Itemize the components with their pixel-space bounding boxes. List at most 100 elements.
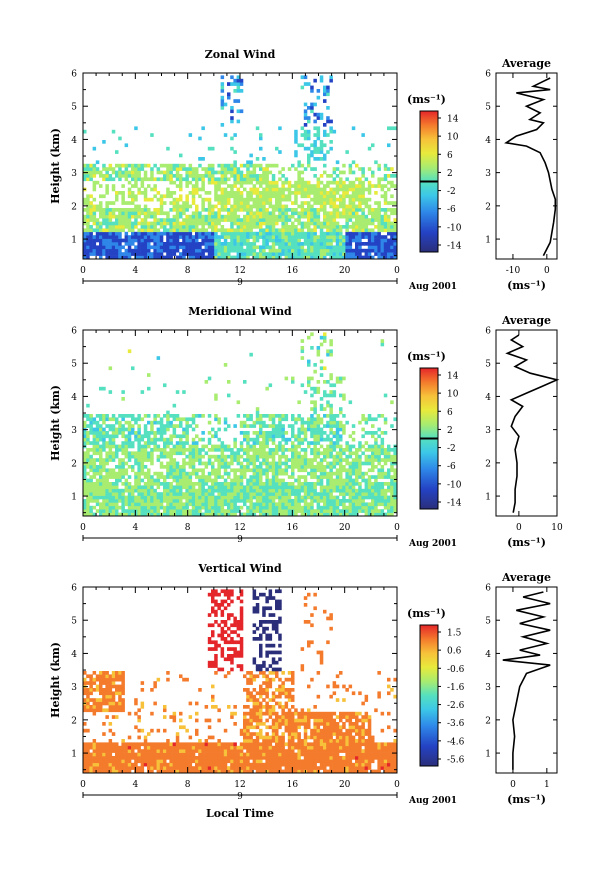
heatmap-cell (262, 197, 266, 202)
heatmap-cell (198, 437, 202, 442)
heatmap-cell (198, 194, 202, 199)
heatmap-cell (383, 218, 388, 222)
heatmap-cell (249, 499, 253, 503)
heatmap-cell (335, 231, 340, 236)
heatmap-cell (393, 238, 397, 243)
heatmap-cell (313, 102, 317, 107)
heatmap-cell (249, 505, 253, 510)
heatmap-cell (204, 221, 209, 226)
heatmap-cell (150, 187, 154, 192)
heatmap-cell (134, 461, 138, 466)
heatmap-cell (383, 238, 388, 243)
heatmap-cell (86, 742, 90, 747)
heatmap-cell (316, 414, 321, 418)
heatmap-cell (217, 177, 221, 182)
heatmap-cell (195, 214, 199, 219)
heatmap-cell (310, 231, 314, 236)
heatmap-cell (236, 248, 241, 253)
heatmap-cell (329, 383, 333, 388)
heatmap-cell (255, 231, 260, 236)
heatmap-cell (300, 488, 305, 493)
heatmap-cell (166, 475, 170, 479)
heatmap-cell (147, 475, 151, 479)
heatmap-cell (214, 225, 218, 229)
heatmap-cell (150, 255, 154, 260)
heatmap-cell (380, 248, 385, 253)
heatmap-cell (255, 437, 260, 442)
heatmap-cell (150, 211, 154, 216)
heatmap-cell (383, 417, 388, 422)
heatmap-cell (207, 414, 212, 418)
heatmap-cell (185, 495, 189, 500)
heatmap-cell (262, 248, 266, 253)
heatmap-cell (169, 167, 173, 171)
heatmap-cell (188, 448, 193, 452)
heatmap-cell (278, 502, 282, 507)
heatmap-cell (358, 177, 362, 182)
heatmap-cell (115, 170, 119, 175)
heatmap-cell (284, 454, 289, 459)
heatmap-cell (377, 255, 381, 260)
heatmap-cell (86, 437, 90, 442)
heatmap-cell (316, 468, 321, 473)
heatmap-cell (300, 499, 305, 503)
heatmap-cell (307, 512, 311, 517)
heatmap-cell (284, 414, 289, 418)
heatmap-cell (374, 248, 378, 253)
heatmap-cell (134, 485, 138, 490)
heatmap-cell (156, 167, 161, 171)
heatmap-cell (86, 509, 90, 513)
heatmap-cell (195, 471, 199, 476)
heatmap-cell (159, 420, 164, 425)
heatmap-cell (329, 197, 333, 202)
heatmap-cell (99, 228, 103, 233)
heatmap-cell (134, 420, 138, 425)
heatmap-cell (246, 499, 250, 503)
heatmap-cell (310, 187, 314, 192)
heatmap-cell (86, 458, 90, 462)
heatmap-cell (118, 191, 122, 195)
heatmap-cell (246, 204, 250, 209)
heatmap-cell (195, 499, 199, 503)
heatmap-cell (326, 245, 330, 250)
heatmap-cell (166, 238, 170, 243)
heatmap-cell (310, 242, 314, 246)
heatmap-cell (374, 509, 378, 513)
heatmap-cell (102, 242, 106, 246)
colorbar-unit: (ms⁻¹) (407, 93, 446, 106)
heatmap-cell (313, 451, 317, 456)
heatmap-cell (191, 420, 196, 425)
heatmap-cell (287, 512, 292, 517)
heatmap-cell (303, 221, 308, 226)
heatmap-cell (102, 218, 106, 222)
heatmap-cell (182, 204, 186, 209)
heatmap-cell (371, 461, 375, 466)
heatmap-cell (323, 157, 327, 161)
heatmap-cell (307, 505, 311, 510)
heatmap-cell (172, 208, 177, 212)
heatmap-cell (131, 454, 135, 459)
heatmap-cell (265, 184, 269, 188)
heatmap-cell (358, 248, 362, 253)
heatmap-cell (287, 194, 292, 199)
heatmap-cell (150, 505, 154, 510)
heatmap-cell (303, 454, 308, 459)
profile-line (504, 77, 557, 257)
heatmap-cell (355, 454, 359, 459)
heatmap-cell (83, 437, 87, 442)
y-tick-label: 1 (71, 236, 77, 246)
heatmap-cell (275, 191, 279, 195)
heatmap-cell (371, 505, 375, 510)
heatmap-cell (115, 505, 119, 510)
heatmap-cell (383, 225, 388, 229)
heatmap-cell (255, 211, 260, 216)
heatmap-cell (294, 417, 298, 422)
heatmap-cell (342, 248, 346, 253)
heatmap-cell (140, 228, 145, 233)
heatmap-cell (265, 174, 269, 178)
heatmap-cell (169, 482, 173, 486)
heatmap-cell (156, 478, 161, 483)
heatmap-cell (140, 252, 145, 256)
